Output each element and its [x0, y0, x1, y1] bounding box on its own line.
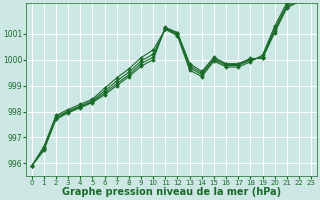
X-axis label: Graphe pression niveau de la mer (hPa): Graphe pression niveau de la mer (hPa)	[62, 187, 281, 197]
